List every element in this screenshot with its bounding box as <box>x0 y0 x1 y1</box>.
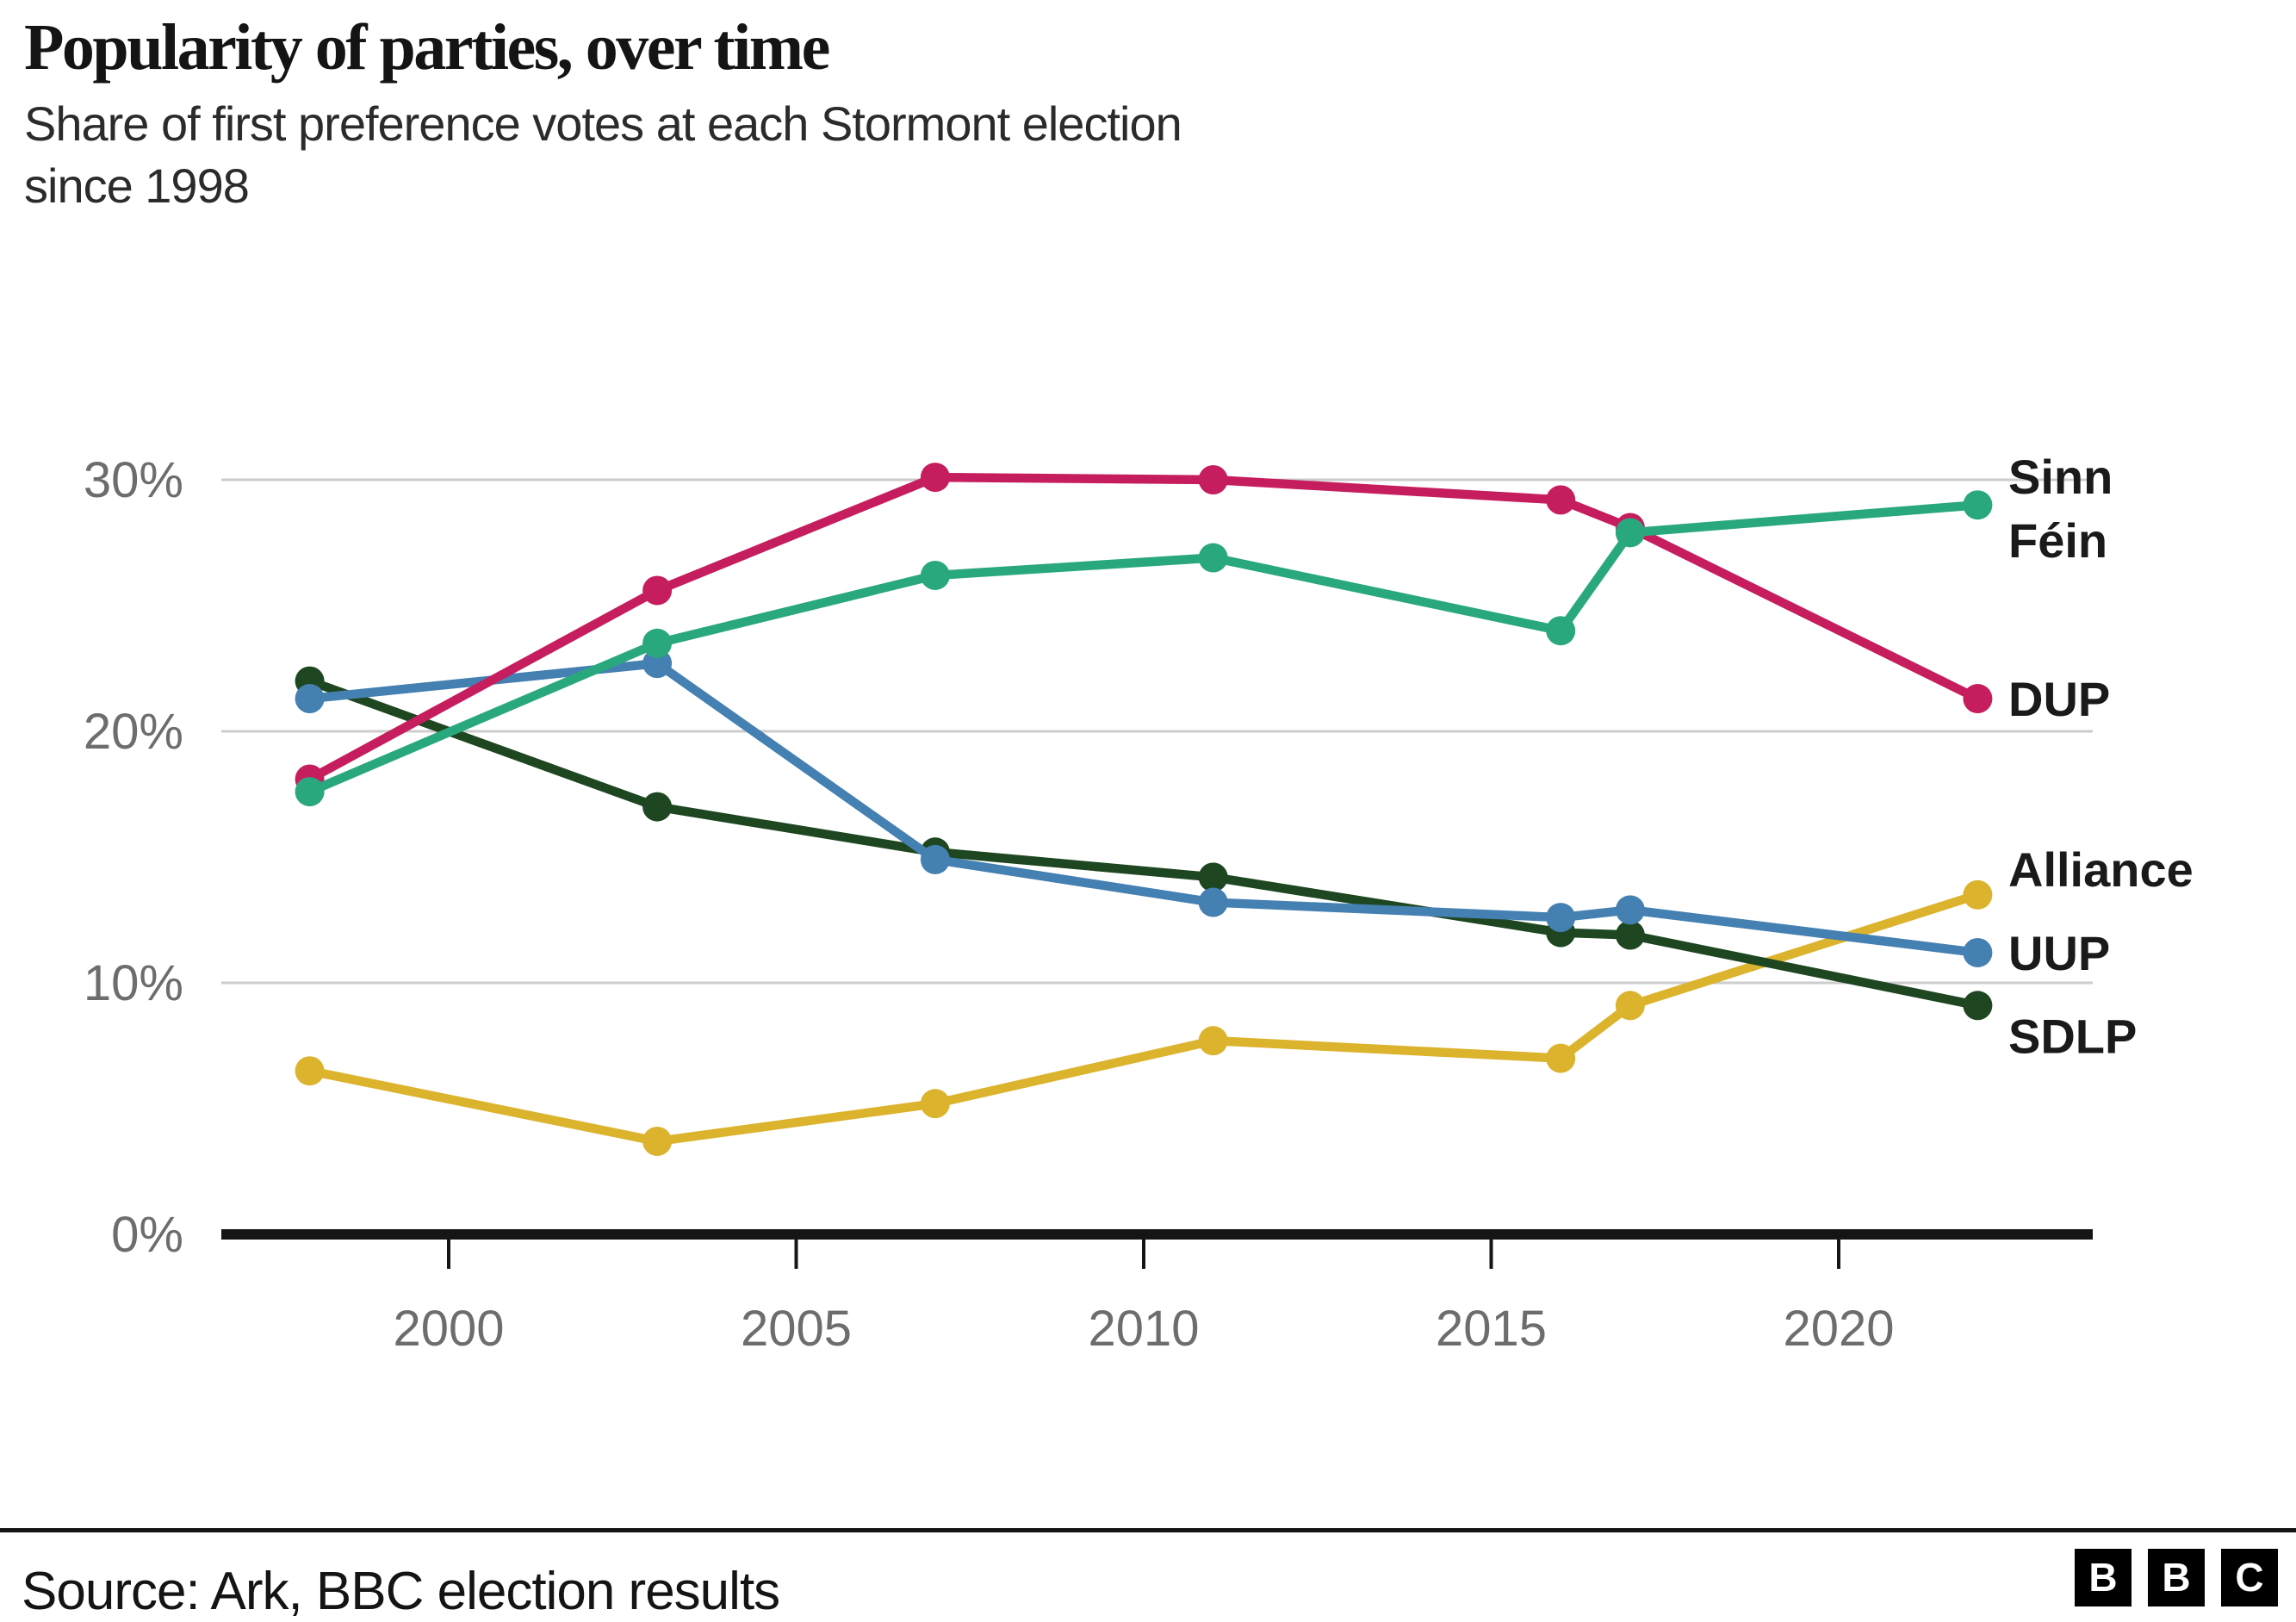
bbc-logo-block-b2: B <box>2148 1549 2205 1606</box>
subtitle-line-1: Share of first preference votes at each … <box>24 96 1182 151</box>
chart-title: Popularity of parties, over time <box>24 11 830 84</box>
bbc-logo-block-c: C <box>2221 1549 2278 1606</box>
data-point-uup-2003 <box>642 649 673 679</box>
data-point-dup-2007 <box>920 463 950 493</box>
chart-subtitle: Share of first preference votes at each … <box>24 93 1182 217</box>
data-point-alliance-1998 <box>295 1056 325 1086</box>
data-point-dup-2016 <box>1546 485 1576 515</box>
data-point-sinn-fein-2017 <box>1615 518 1645 548</box>
data-point-uup-2022 <box>1963 937 1993 967</box>
series-label-sinn-fein: Sinn Féin <box>2008 450 2113 568</box>
data-point-dup-2011 <box>1198 465 1228 494</box>
x-tick-label-2015: 2015 <box>1436 1301 1547 1357</box>
data-point-sdlp-2011 <box>1198 862 1228 892</box>
data-point-sdlp-2017 <box>1615 920 1645 950</box>
series-label-sdlp: SDLP <box>2008 1009 2137 1063</box>
data-point-alliance-2003 <box>642 1126 673 1156</box>
x-tick-label-2000: 2000 <box>393 1301 504 1357</box>
data-point-alliance-2007 <box>920 1089 950 1119</box>
data-point-alliance-2017 <box>1615 991 1645 1021</box>
data-point-uup-2016 <box>1546 903 1576 933</box>
data-point-sinn-fein-2011 <box>1198 543 1228 573</box>
series-line-uup <box>305 658 1983 958</box>
data-point-sdlp-2003 <box>642 792 673 822</box>
source-text: Source: Ark, BBC election results <box>22 1562 780 1621</box>
y-tick-label-0%: 0% <box>111 1207 183 1263</box>
data-point-dup-2003 <box>642 575 673 606</box>
x-tick-label-2005: 2005 <box>741 1301 852 1357</box>
bbc-logo: B B C <box>2075 1549 2278 1606</box>
data-point-sdlp-2022 <box>1963 991 1993 1021</box>
data-point-sinn-fein-2022 <box>1963 490 1993 520</box>
data-point-sinn-fein-2016 <box>1546 616 1576 646</box>
data-point-sinn-fein-2007 <box>920 560 950 590</box>
series-label-uup: UUP <box>2008 926 2110 980</box>
data-point-alliance-2022 <box>1963 879 1993 910</box>
data-point-dup-2022 <box>1963 684 1993 714</box>
subtitle-line-2: since 1998 <box>24 158 250 213</box>
data-point-sinn-fein-2003 <box>642 628 673 658</box>
series-label-alliance: Alliance <box>2008 842 2194 897</box>
y-tick-label-10%: 10% <box>84 955 183 1011</box>
bbc-logo-block-b1: B <box>2075 1549 2132 1606</box>
data-point-alliance-2011 <box>1198 1026 1228 1056</box>
footer-divider <box>0 1528 2296 1532</box>
y-tick-label-30%: 30% <box>84 452 183 508</box>
data-point-uup-2007 <box>920 844 950 874</box>
data-point-uup-1998 <box>295 684 325 714</box>
data-point-uup-2017 <box>1615 895 1645 925</box>
series-line-alliance <box>305 890 1983 1147</box>
y-tick-label-20%: 20% <box>84 704 183 760</box>
series-line-sdlp <box>305 676 1983 1010</box>
data-point-uup-2011 <box>1198 887 1228 917</box>
series-label-dup: DUP <box>2008 672 2110 726</box>
x-tick-label-2020: 2020 <box>1783 1301 1894 1357</box>
data-point-sinn-fein-1998 <box>295 777 325 807</box>
data-point-alliance-2016 <box>1546 1043 1576 1073</box>
x-tick-label-2010: 2010 <box>1088 1301 1199 1357</box>
